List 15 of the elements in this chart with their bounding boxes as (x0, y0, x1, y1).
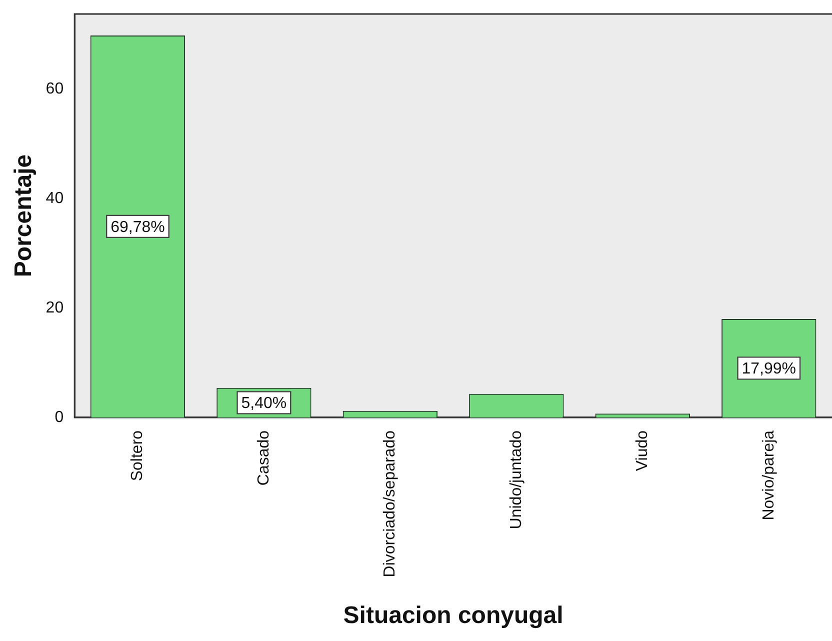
y-tick-label: 60 (46, 80, 64, 98)
data-label: 17,99% (742, 360, 796, 378)
y-axis-title: Porcentaje (10, 154, 38, 278)
data-label: 69,78% (110, 218, 165, 236)
x-tick-label: Viudo (634, 430, 652, 472)
x-tick-label: Unido/juntado (508, 430, 525, 530)
x-tick-label: Novio/pareja (760, 430, 778, 520)
y-tick-label: 20 (46, 299, 64, 316)
data-label: 5,40% (241, 395, 287, 412)
x-axis-title: Situacion conyugal (343, 602, 564, 630)
x-tick-label: Casado (255, 430, 272, 486)
x-tick-label: Soltero (129, 430, 146, 482)
y-tick-label: 40 (46, 190, 64, 207)
y-tick-label: 0 (54, 408, 64, 426)
x-tick-label: Divorciado/separado (382, 430, 399, 578)
